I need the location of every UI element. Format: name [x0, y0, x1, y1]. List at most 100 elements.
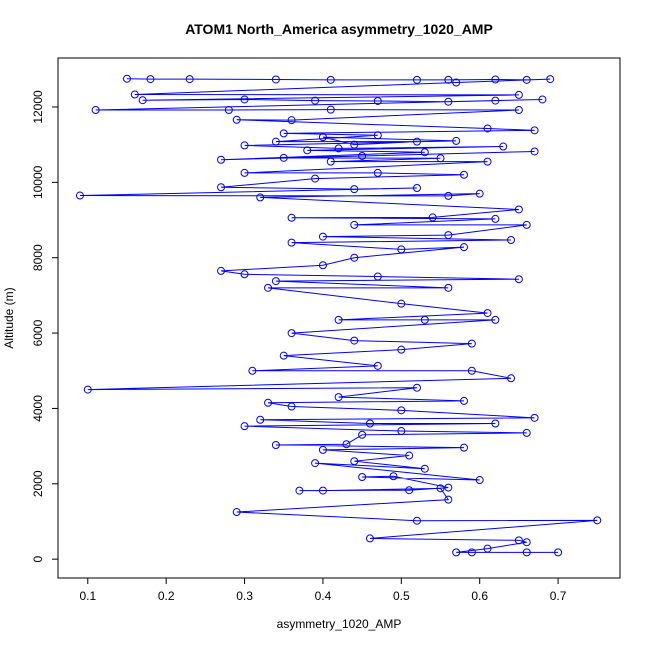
data-point — [514, 90, 523, 99]
data-point — [318, 261, 327, 270]
data-point — [514, 536, 523, 545]
data-point — [467, 548, 476, 557]
data-point — [271, 440, 280, 449]
data-point — [530, 126, 539, 135]
data-point — [287, 329, 296, 338]
x-tick-label: 0.4 — [315, 589, 332, 603]
data-point — [522, 220, 531, 229]
data-point — [240, 95, 249, 104]
data-point — [405, 451, 414, 460]
data-point — [460, 170, 469, 179]
data-point — [256, 193, 265, 202]
data-point — [412, 137, 421, 146]
data-point — [397, 245, 406, 254]
data-point — [444, 97, 453, 106]
data-point — [318, 133, 327, 142]
data-point — [311, 96, 320, 105]
data-point — [546, 75, 555, 84]
x-tick-label: 0.3 — [236, 589, 253, 603]
data-point — [279, 129, 288, 138]
data-point — [452, 78, 461, 87]
data-point — [264, 283, 273, 292]
data-point — [350, 336, 359, 345]
plot-frame — [57, 57, 621, 579]
data-point — [287, 402, 296, 411]
data-point — [83, 385, 92, 394]
data-point — [365, 534, 374, 543]
data-point — [130, 90, 139, 99]
data-point — [397, 299, 406, 308]
data-point — [412, 516, 421, 525]
data-point — [217, 183, 226, 192]
data-point — [444, 231, 453, 240]
data-point — [397, 427, 406, 436]
data-point — [373, 361, 382, 370]
data-point — [279, 351, 288, 360]
data-point — [318, 486, 327, 495]
data-point — [491, 75, 500, 84]
data-point — [467, 366, 476, 375]
data-point — [514, 106, 523, 114]
data-point — [318, 232, 327, 241]
y-tick-label: 0 — [31, 556, 45, 563]
x-tick-label: 0.6 — [471, 589, 488, 603]
data-point — [271, 277, 280, 286]
data-point — [365, 419, 374, 428]
data-point — [287, 213, 296, 222]
data-point — [460, 443, 469, 452]
data-point — [350, 220, 359, 229]
data-point — [271, 137, 280, 146]
data-point — [217, 266, 226, 275]
y-tick-label: 6000 — [31, 319, 45, 346]
y-tick-label: 2000 — [31, 470, 45, 497]
data-point — [75, 191, 84, 200]
data-point — [491, 96, 500, 105]
data-point — [444, 75, 453, 84]
data-point — [522, 548, 531, 557]
y-tick-label: 10000 — [31, 165, 45, 199]
data-point — [530, 413, 539, 422]
data-point — [342, 440, 351, 449]
data-point — [483, 309, 492, 318]
data-point — [420, 315, 429, 324]
data-point — [436, 154, 445, 163]
y-tick-label: 4000 — [31, 395, 45, 422]
data-point — [287, 116, 296, 125]
data-point — [412, 383, 421, 392]
data-point — [350, 185, 359, 194]
data-point — [358, 151, 367, 160]
chart-title: ATOM1 North_America asymmetry_1020_AMP — [185, 21, 493, 37]
data-point — [373, 272, 382, 281]
data-point — [452, 136, 461, 145]
data-point — [232, 508, 241, 517]
data-point — [444, 495, 453, 504]
data-point — [420, 148, 429, 157]
data-point — [483, 544, 492, 553]
data-point — [91, 106, 100, 114]
data-point — [491, 315, 500, 324]
data-point — [138, 96, 147, 105]
data-point — [412, 75, 421, 84]
y-axis-label: Altitude (m) — [2, 287, 16, 348]
data-point — [240, 270, 249, 279]
data-point — [232, 115, 241, 124]
data-point — [334, 393, 343, 402]
x-tick-label: 0.5 — [393, 589, 410, 603]
data-point — [318, 445, 327, 454]
data-point — [452, 548, 461, 557]
data-point — [240, 168, 249, 177]
data-point — [373, 131, 382, 140]
data-point — [593, 516, 602, 525]
data-point — [397, 345, 406, 354]
data-line — [79, 78, 598, 553]
data-point — [538, 95, 547, 104]
x-tick-label: 0.1 — [79, 589, 96, 603]
data-point — [224, 106, 233, 114]
data-point — [264, 398, 273, 407]
data-point — [350, 457, 359, 466]
data-point — [358, 473, 367, 482]
data-point — [334, 144, 343, 153]
data-point — [522, 75, 531, 84]
data-point — [554, 548, 563, 557]
